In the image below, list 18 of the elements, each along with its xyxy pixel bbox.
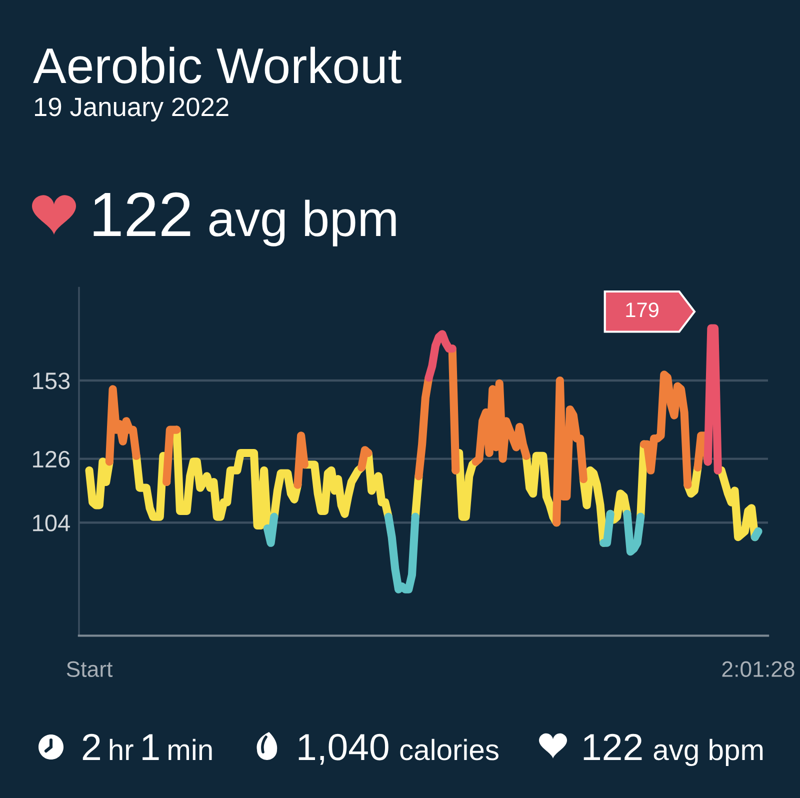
x-tick-label: 2:01:28 [722,661,794,678]
text: min [168,738,212,760]
text: 1,040 [298,734,388,765]
text: avg bpm [654,738,763,766]
y-tick-label: 126 [33,450,70,468]
text: 2 [82,734,100,760]
chart-subtitle: 19 January 2022 [35,98,228,122]
text: 1 [142,734,159,760]
text: hr [110,738,134,760]
x-tick-label: Start [66,661,113,678]
y-tick-label: 153 [33,372,70,390]
text: 122 [94,192,190,236]
chart-title: Aerobic Workout [33,46,402,84]
y-tick-label: 104 [33,514,70,532]
annotation: 179 [626,302,658,318]
text: avg bpm [209,200,396,246]
text: calories [400,738,498,760]
text: 122 [584,734,642,760]
